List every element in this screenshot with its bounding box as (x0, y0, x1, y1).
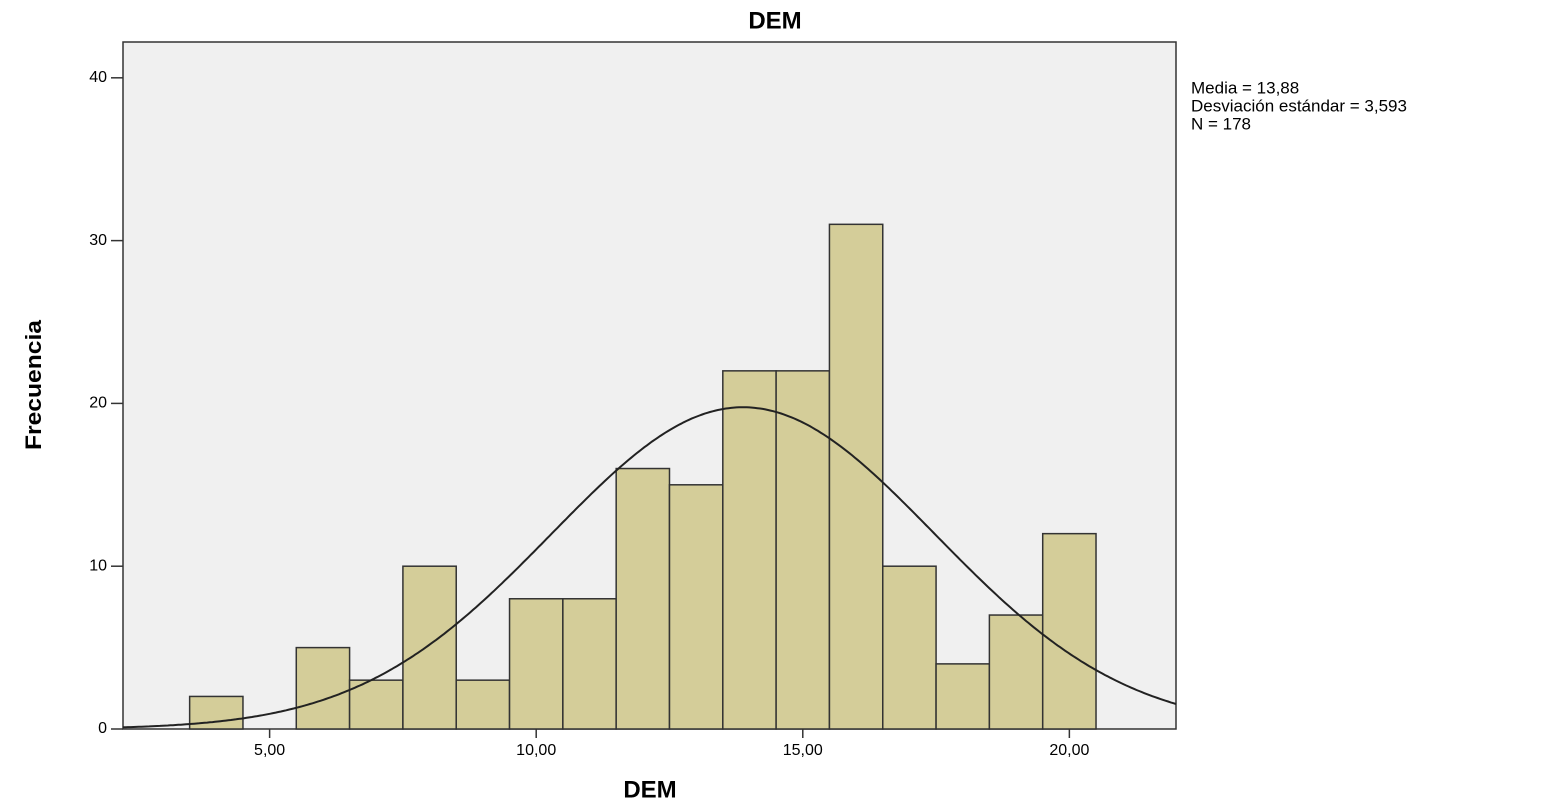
bar (668, 484, 724, 730)
stat-label: Desviación estándar = 3,593 (1191, 96, 1407, 115)
y-tick-label: 10 (89, 557, 107, 574)
x-axis-label: DEM (623, 776, 676, 803)
x-tick-label: 20,00 (1049, 742, 1089, 759)
bar (402, 565, 457, 730)
bar (188, 695, 244, 730)
y-tick-label: 20 (89, 395, 107, 412)
bar (455, 679, 511, 730)
x-tick-label: 10,00 (516, 742, 556, 759)
stat-label: N = 178 (1191, 114, 1251, 133)
bar (775, 370, 831, 730)
bar (295, 646, 351, 730)
y-tick-label: 0 (98, 720, 107, 737)
x-tick-label: 15,00 (783, 742, 823, 759)
y-tick-label: 40 (89, 69, 107, 86)
chart-title: DEM (748, 7, 801, 34)
bar (935, 663, 991, 730)
y-axis-label: Frecuencia (21, 319, 46, 450)
bar (508, 598, 564, 730)
x-tick-label: 5,00 (254, 742, 285, 759)
bar (722, 370, 777, 730)
bar (828, 223, 884, 730)
bar (348, 679, 404, 730)
bar (562, 598, 617, 730)
bar (882, 565, 937, 730)
y-tick-label: 30 (89, 232, 107, 249)
bar (1041, 532, 1097, 730)
bar (988, 614, 1044, 730)
stat-label: Media = 13,88 (1191, 78, 1299, 97)
normal-curve (122, 406, 1177, 729)
bar (615, 467, 671, 730)
